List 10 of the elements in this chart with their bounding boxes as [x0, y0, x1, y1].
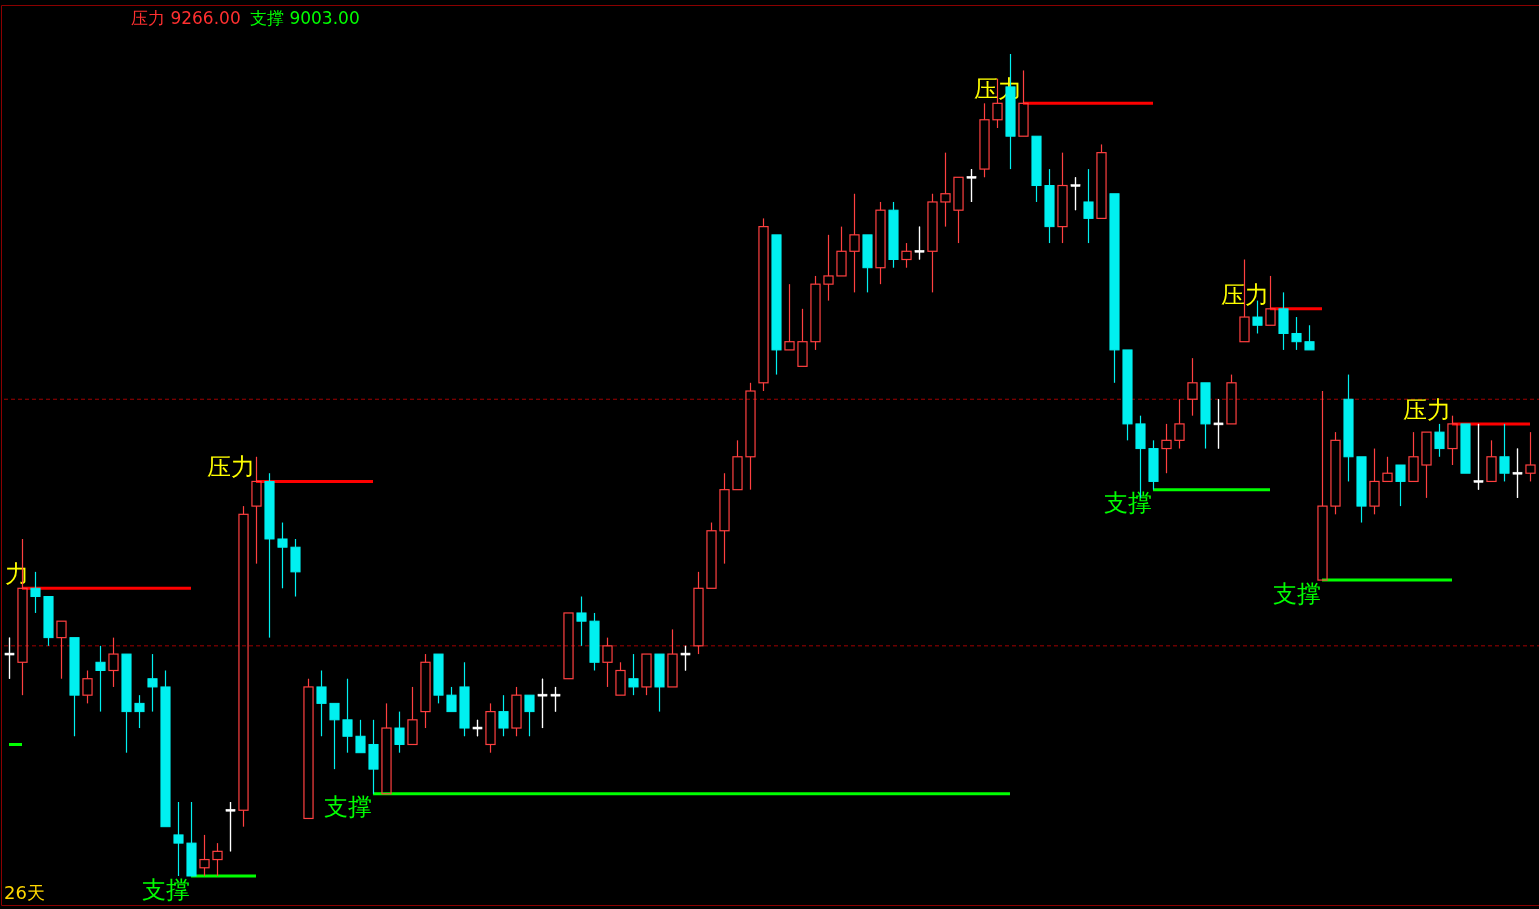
- series-label: 压力: [207, 453, 255, 482]
- series-label: 支撑: [1273, 579, 1321, 608]
- series-label: 压力: [1403, 395, 1451, 424]
- text: 26天: [4, 882, 45, 903]
- series-label: 支撑: [1104, 489, 1152, 518]
- series-label: 压力: [1221, 280, 1269, 309]
- text: 压力 9266.00: [131, 8, 241, 28]
- series-label: 支撑: [142, 875, 190, 904]
- text: 支撑 9003.00: [250, 8, 360, 28]
- series-label: 支撑: [324, 793, 372, 822]
